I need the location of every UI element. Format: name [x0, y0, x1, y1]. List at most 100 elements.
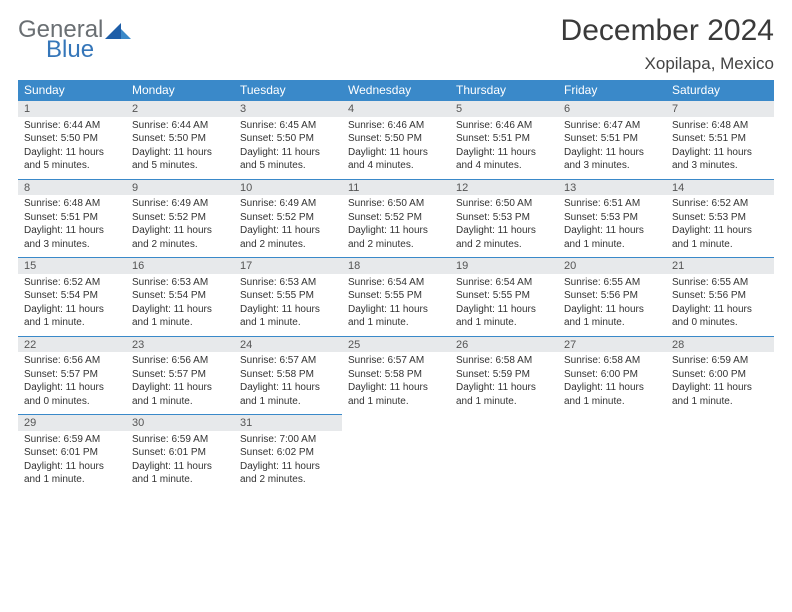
logo-sail-icon [105, 21, 131, 39]
day-number-cell: 8 [18, 179, 126, 195]
day-info-cell: Sunrise: 7:00 AMSunset: 6:02 PMDaylight:… [234, 431, 342, 493]
weekday-header: Monday [126, 80, 234, 101]
day-d1: Daylight: 11 hours [564, 146, 660, 160]
day-number-cell: 20 [558, 258, 666, 274]
day-d1: Daylight: 11 hours [24, 146, 120, 160]
day-d2: and 0 minutes. [672, 316, 768, 330]
day-sr: Sunrise: 6:49 AM [240, 197, 336, 211]
day-d1: Daylight: 11 hours [672, 381, 768, 395]
day-number-cell: 2 [126, 101, 234, 117]
day-ss: Sunset: 5:50 PM [240, 132, 336, 146]
weekday-header: Sunday [18, 80, 126, 101]
day-ss: Sunset: 5:53 PM [672, 211, 768, 225]
day-number-row: 1234567 [18, 101, 774, 117]
day-d1: Daylight: 11 hours [240, 460, 336, 474]
day-number-cell: 24 [234, 336, 342, 352]
day-info-cell: Sunrise: 6:54 AMSunset: 5:55 PMDaylight:… [450, 274, 558, 337]
day-info-cell: Sunrise: 6:46 AMSunset: 5:50 PMDaylight:… [342, 117, 450, 180]
day-number-cell: 3 [234, 101, 342, 117]
day-number-cell [342, 415, 450, 431]
day-ss: Sunset: 5:51 PM [672, 132, 768, 146]
day-info-cell [342, 431, 450, 493]
weekday-header: Saturday [666, 80, 774, 101]
day-number-cell: 19 [450, 258, 558, 274]
day-info-cell: Sunrise: 6:47 AMSunset: 5:51 PMDaylight:… [558, 117, 666, 180]
day-number-row: 293031 [18, 415, 774, 431]
day-d2: and 2 minutes. [240, 473, 336, 487]
day-info-cell: Sunrise: 6:48 AMSunset: 5:51 PMDaylight:… [666, 117, 774, 180]
day-number-cell: 29 [18, 415, 126, 431]
day-d1: Daylight: 11 hours [132, 303, 228, 317]
day-sr: Sunrise: 6:44 AM [132, 119, 228, 133]
day-sr: Sunrise: 6:59 AM [672, 354, 768, 368]
day-number-cell: 10 [234, 179, 342, 195]
logo: General Blue [18, 14, 131, 62]
day-ss: Sunset: 6:00 PM [564, 368, 660, 382]
day-d2: and 5 minutes. [24, 159, 120, 173]
day-number-cell [666, 415, 774, 431]
day-sr: Sunrise: 6:48 AM [672, 119, 768, 133]
day-number-cell: 26 [450, 336, 558, 352]
day-ss: Sunset: 5:55 PM [240, 289, 336, 303]
day-d2: and 1 minute. [672, 238, 768, 252]
day-d1: Daylight: 11 hours [348, 303, 444, 317]
calendar-table: Sunday Monday Tuesday Wednesday Thursday… [18, 80, 774, 493]
day-info-cell: Sunrise: 6:59 AMSunset: 6:01 PMDaylight:… [126, 431, 234, 493]
day-sr: Sunrise: 6:55 AM [672, 276, 768, 290]
day-number-cell: 9 [126, 179, 234, 195]
day-d1: Daylight: 11 hours [240, 146, 336, 160]
day-ss: Sunset: 5:57 PM [132, 368, 228, 382]
day-sr: Sunrise: 6:56 AM [24, 354, 120, 368]
day-d1: Daylight: 11 hours [348, 146, 444, 160]
day-d2: and 2 minutes. [456, 238, 552, 252]
day-number-cell: 21 [666, 258, 774, 274]
day-info-cell [666, 431, 774, 493]
day-sr: Sunrise: 6:46 AM [456, 119, 552, 133]
day-d2: and 3 minutes. [24, 238, 120, 252]
day-number-cell: 18 [342, 258, 450, 274]
day-sr: Sunrise: 6:53 AM [240, 276, 336, 290]
day-number-cell: 31 [234, 415, 342, 431]
day-number-cell: 16 [126, 258, 234, 274]
day-d1: Daylight: 11 hours [672, 146, 768, 160]
day-info-row: Sunrise: 6:59 AMSunset: 6:01 PMDaylight:… [18, 431, 774, 493]
day-sr: Sunrise: 6:50 AM [456, 197, 552, 211]
day-info-cell: Sunrise: 6:56 AMSunset: 5:57 PMDaylight:… [126, 352, 234, 415]
day-info-cell: Sunrise: 6:49 AMSunset: 5:52 PMDaylight:… [234, 195, 342, 258]
day-d2: and 1 minute. [348, 316, 444, 330]
day-d1: Daylight: 11 hours [672, 224, 768, 238]
day-d1: Daylight: 11 hours [132, 224, 228, 238]
day-sr: Sunrise: 6:54 AM [348, 276, 444, 290]
day-info-cell: Sunrise: 6:57 AMSunset: 5:58 PMDaylight:… [234, 352, 342, 415]
day-d1: Daylight: 11 hours [132, 146, 228, 160]
day-sr: Sunrise: 6:52 AM [672, 197, 768, 211]
day-sr: Sunrise: 6:53 AM [132, 276, 228, 290]
day-d2: and 1 minute. [24, 473, 120, 487]
day-d2: and 2 minutes. [240, 238, 336, 252]
day-ss: Sunset: 5:56 PM [672, 289, 768, 303]
day-info-cell: Sunrise: 6:50 AMSunset: 5:53 PMDaylight:… [450, 195, 558, 258]
day-d2: and 1 minute. [564, 395, 660, 409]
day-info-cell [558, 431, 666, 493]
day-d2: and 1 minute. [456, 395, 552, 409]
day-number-cell: 17 [234, 258, 342, 274]
day-number-cell: 25 [342, 336, 450, 352]
day-number-cell: 15 [18, 258, 126, 274]
day-info-cell: Sunrise: 6:55 AMSunset: 5:56 PMDaylight:… [666, 274, 774, 337]
weekday-header-row: Sunday Monday Tuesday Wednesday Thursday… [18, 80, 774, 101]
day-sr: Sunrise: 6:50 AM [348, 197, 444, 211]
day-info-cell: Sunrise: 6:54 AMSunset: 5:55 PMDaylight:… [342, 274, 450, 337]
day-number-cell: 11 [342, 179, 450, 195]
day-d1: Daylight: 11 hours [240, 224, 336, 238]
weekday-header: Wednesday [342, 80, 450, 101]
day-d2: and 1 minute. [564, 316, 660, 330]
day-info-cell [450, 431, 558, 493]
day-sr: Sunrise: 6:57 AM [240, 354, 336, 368]
day-sr: Sunrise: 6:56 AM [132, 354, 228, 368]
day-sr: Sunrise: 6:57 AM [348, 354, 444, 368]
day-info-cell: Sunrise: 6:51 AMSunset: 5:53 PMDaylight:… [558, 195, 666, 258]
day-d2: and 1 minute. [132, 395, 228, 409]
day-sr: Sunrise: 6:51 AM [564, 197, 660, 211]
day-info-cell: Sunrise: 6:58 AMSunset: 6:00 PMDaylight:… [558, 352, 666, 415]
day-d2: and 3 minutes. [564, 159, 660, 173]
